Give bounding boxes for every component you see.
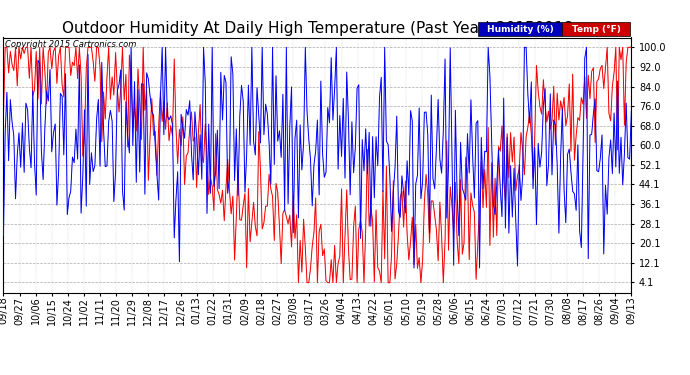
Text: Temp (°F): Temp (°F) bbox=[572, 25, 620, 34]
FancyBboxPatch shape bbox=[562, 22, 630, 36]
Title: Outdoor Humidity At Daily High Temperature (Past Year) 20150918: Outdoor Humidity At Daily High Temperatu… bbox=[62, 21, 573, 36]
Text: Humidity (%): Humidity (%) bbox=[486, 25, 553, 34]
Text: Copyright 2015 Cartronics.com: Copyright 2015 Cartronics.com bbox=[5, 40, 136, 49]
FancyBboxPatch shape bbox=[477, 22, 562, 36]
